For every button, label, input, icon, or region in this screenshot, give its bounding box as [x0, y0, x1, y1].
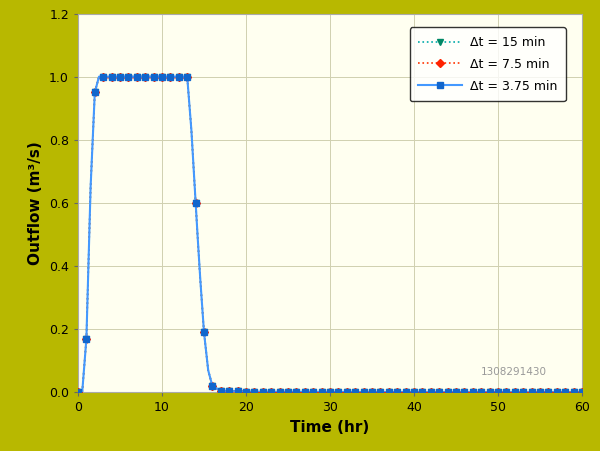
Δt = 3.75 min	[420, 390, 427, 395]
Δt = 15 min	[574, 390, 581, 395]
Δt = 7.5 min	[95, 74, 103, 79]
Line: Δt = 7.5 min: Δt = 7.5 min	[75, 74, 585, 395]
Δt = 3.75 min	[578, 390, 586, 395]
Δt = 7.5 min	[430, 390, 437, 395]
Δt = 3.75 min	[134, 74, 142, 79]
Δt = 7.5 min	[74, 390, 82, 395]
Δt = 3.75 min	[359, 389, 367, 395]
Δt = 15 min	[95, 74, 103, 79]
Δt = 3.75 min	[490, 390, 497, 395]
Δt = 15 min	[482, 390, 489, 395]
Δt = 7.5 min	[578, 390, 586, 395]
Y-axis label: Outflow (m³/s): Outflow (m³/s)	[28, 141, 43, 265]
Δt = 3.75 min	[109, 74, 116, 79]
X-axis label: Time (hr): Time (hr)	[290, 420, 370, 435]
Δt = 15 min	[578, 390, 586, 395]
Text: 1308291430: 1308291430	[481, 367, 547, 377]
Δt = 7.5 min	[331, 389, 338, 395]
Δt = 3.75 min	[74, 390, 82, 395]
Δt = 7.5 min	[447, 390, 454, 395]
Δt = 15 min	[364, 389, 371, 395]
Legend: Δt = 15 min, Δt = 7.5 min, Δt = 3.75 min: Δt = 15 min, Δt = 7.5 min, Δt = 3.75 min	[410, 28, 566, 101]
Line: Δt = 15 min: Δt = 15 min	[74, 73, 586, 396]
Δt = 7.5 min	[441, 390, 448, 395]
Δt = 7.5 min	[556, 390, 563, 395]
Δt = 15 min	[133, 74, 140, 79]
Δt = 3.75 min	[95, 74, 103, 79]
Δt = 15 min	[74, 390, 82, 395]
Δt = 15 min	[268, 389, 275, 395]
Δt = 7.5 min	[304, 389, 311, 395]
Δt = 3.75 min	[301, 389, 308, 395]
Line: Δt = 3.75 min: Δt = 3.75 min	[75, 74, 585, 395]
Δt = 15 min	[448, 390, 455, 395]
